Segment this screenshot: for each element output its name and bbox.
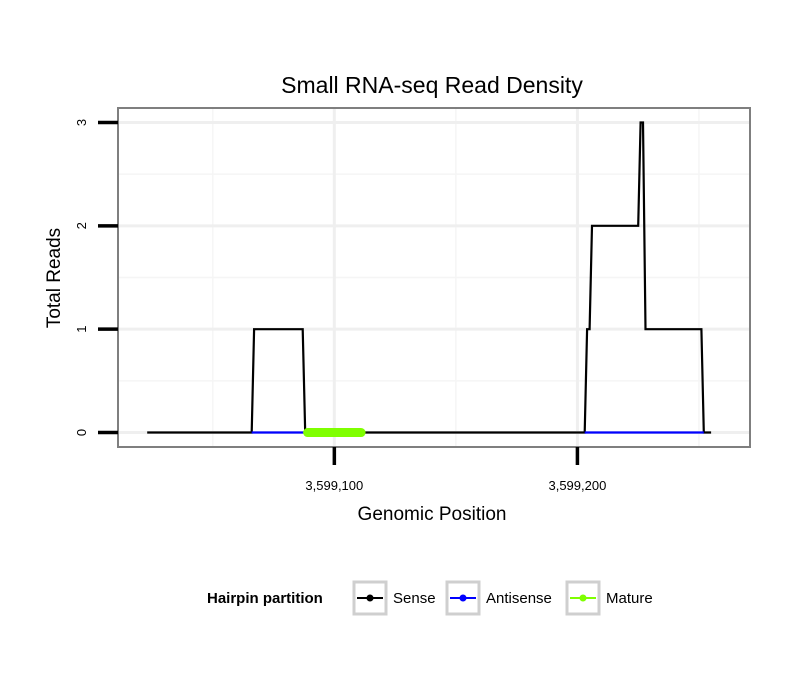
x-axis: 3,599,100 3,599,200 bbox=[305, 447, 606, 493]
panel-border bbox=[117, 107, 751, 448]
y-tick-label: 3 bbox=[74, 119, 89, 126]
y-tick-label: 2 bbox=[74, 222, 89, 229]
x-tick-label: 3,599,100 bbox=[305, 478, 363, 493]
legend: Hairpin partition Sense Antisense Mature bbox=[207, 580, 653, 616]
legend-key-dot bbox=[579, 594, 587, 602]
legend-key-dot bbox=[366, 594, 374, 602]
legend-entries: Sense Antisense Mature bbox=[352, 580, 653, 616]
x-tick-label: 3,599,200 bbox=[548, 478, 606, 493]
x-axis-title: Genomic Position bbox=[358, 504, 507, 525]
y-tick-label: 0 bbox=[74, 429, 89, 436]
legend-label: Antisense bbox=[486, 590, 552, 607]
y-axis-title: Total Reads bbox=[44, 228, 65, 328]
legend-label: Sense bbox=[393, 590, 436, 607]
series-layer bbox=[147, 121, 712, 438]
legend-label: Mature bbox=[606, 590, 653, 607]
y-axis: 0 1 2 3 bbox=[74, 119, 118, 436]
legend-title: Hairpin partition bbox=[207, 590, 323, 607]
y-tick-label: 1 bbox=[74, 326, 89, 333]
legend-key-dot bbox=[459, 594, 467, 602]
sense-series-line bbox=[147, 121, 712, 434]
chart-title: Small RNA-seq Read Density bbox=[281, 72, 583, 98]
